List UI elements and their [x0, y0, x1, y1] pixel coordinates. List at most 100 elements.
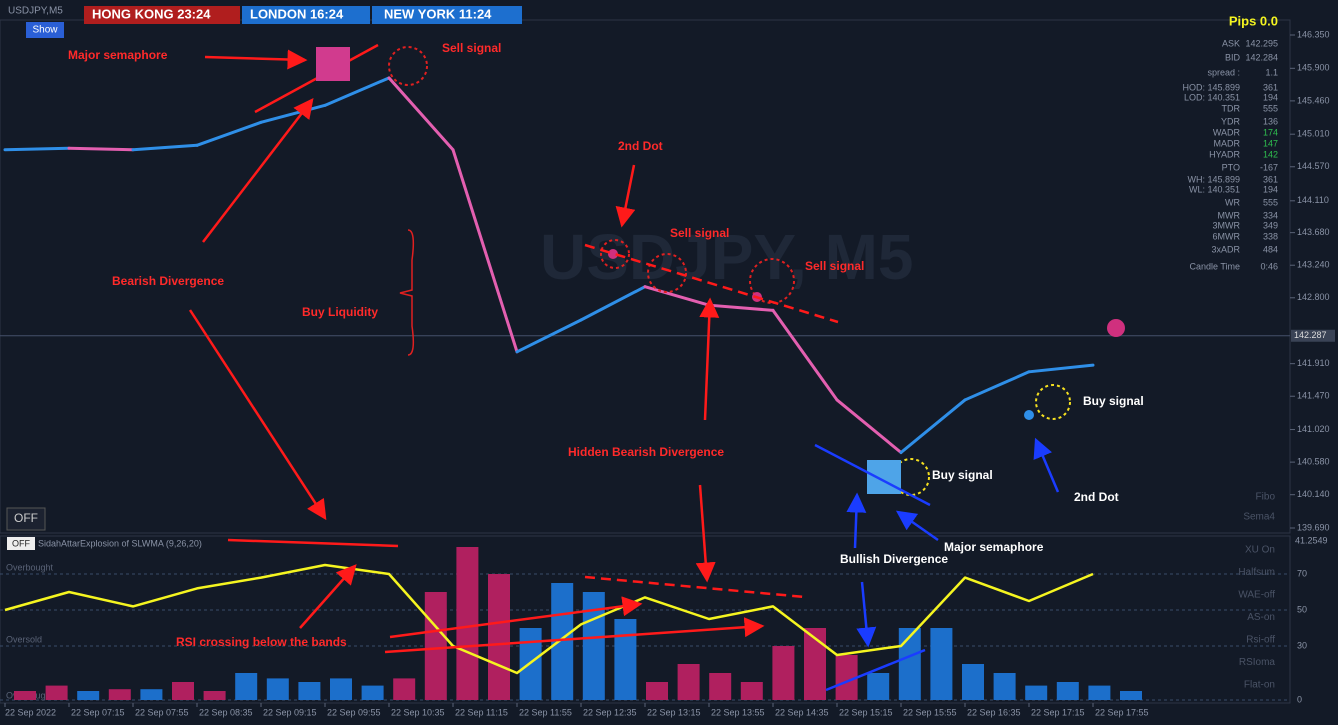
off-small-label[interactable]: OFF	[12, 538, 30, 548]
arrow	[846, 492, 867, 549]
info-value: 361	[1263, 174, 1278, 184]
x-tick-label: 22 Sep 17:55	[1095, 707, 1149, 717]
ma-segment	[67, 146, 135, 152]
y-tick-label: 70	[1297, 568, 1307, 578]
info-value: 147	[1263, 138, 1278, 148]
histogram-bar	[235, 673, 258, 700]
info-value: 136	[1263, 116, 1278, 126]
session: LONDON 16:24	[250, 6, 344, 21]
off-small[interactable]	[7, 537, 35, 550]
dot	[1107, 319, 1125, 337]
y-tick-label: 142.800	[1297, 292, 1330, 302]
histogram-bar	[677, 664, 700, 700]
tab	[84, 6, 240, 24]
annotation: Buy signal	[932, 468, 993, 482]
histogram-bar	[930, 628, 953, 700]
info-value: 142	[1263, 149, 1278, 159]
y-tick-label: 141.470	[1297, 391, 1330, 401]
histogram-bar	[962, 664, 984, 700]
histogram-bar	[1088, 685, 1111, 700]
trend-line	[584, 243, 839, 324]
info-label: LOD: 140.351	[1184, 92, 1240, 102]
info-label: MWR	[1218, 210, 1241, 220]
watermark: USDJPY, M5	[540, 221, 913, 293]
y-tick-label: 30	[1297, 640, 1307, 650]
x-tick-label: 22 Sep 09:55	[327, 707, 381, 717]
x-tick-label: 22 Sep 15:55	[903, 707, 957, 717]
y-tick-label: 143.680	[1297, 227, 1330, 237]
info-label: 3xADR	[1211, 244, 1240, 254]
osc-title: SidahAttarExplosion of SLWMA (9,26,20)	[38, 538, 202, 548]
arrow	[699, 297, 720, 421]
info-value: 142.295	[1245, 38, 1278, 48]
side-label: Halfsum	[1238, 567, 1275, 578]
ma-segment	[1027, 363, 1095, 374]
annotation: 2nd Dot	[1074, 490, 1119, 504]
histogram-bar	[1120, 691, 1142, 700]
off-button[interactable]	[6, 507, 46, 531]
x-tick-label: 22 Sep 12:35	[583, 707, 637, 717]
arrow	[895, 510, 939, 542]
off-label[interactable]: OFF	[14, 511, 38, 525]
dot	[1024, 410, 1034, 420]
signal-circle	[749, 258, 795, 304]
side-label: Fibo	[1256, 492, 1276, 503]
semaphore	[316, 47, 350, 81]
info-value: 1.1	[1265, 67, 1278, 77]
y-tick-label: 139.690	[1297, 522, 1330, 532]
x-tick-label: 22 Sep 09:15	[263, 707, 317, 717]
histogram-bar	[172, 682, 194, 700]
signal-circle	[1035, 384, 1071, 420]
side-label: Rsi-off	[1246, 635, 1275, 646]
histogram-bar	[582, 592, 605, 700]
show-button[interactable]	[26, 22, 64, 38]
show-label[interactable]: Show	[32, 25, 58, 36]
ma-segment	[835, 398, 903, 454]
info-label: spread :	[1207, 67, 1240, 77]
annotation: Sell signal	[805, 259, 864, 273]
osc-line	[4, 563, 1094, 675]
y-tick-label: 145.010	[1297, 129, 1330, 139]
x-tick-label: 22 Sep 15:15	[839, 707, 893, 717]
price-tag	[1291, 329, 1335, 342]
side-label: Flat-on	[1244, 680, 1275, 691]
histogram-bar	[1056, 682, 1079, 700]
dot	[608, 249, 618, 259]
trend-line	[814, 443, 931, 507]
ma-segment	[451, 148, 519, 354]
y-tick-label: 145.900	[1297, 63, 1330, 73]
arrow	[188, 309, 327, 521]
histogram-bar	[772, 646, 795, 700]
histogram-bar	[77, 691, 100, 700]
histogram-bar	[203, 691, 226, 700]
histogram-bar	[330, 678, 352, 700]
annotation: Major semaphore	[68, 48, 168, 62]
histogram-bar	[646, 682, 668, 700]
info-value: 174	[1263, 127, 1278, 137]
x-tick-label: 22 Sep 16:35	[967, 707, 1021, 717]
arrow	[384, 617, 765, 654]
info-label: 3MWR	[1213, 220, 1241, 230]
info-label: WADR	[1213, 127, 1241, 137]
ma-segment	[259, 103, 327, 124]
y-tick-label: 144.110	[1297, 195, 1329, 205]
ma-segment	[515, 318, 583, 354]
arrow	[299, 564, 357, 629]
histogram-bar	[804, 628, 826, 700]
ma-segment	[3, 146, 71, 152]
info-label: HYADR	[1209, 149, 1240, 159]
x-tick-label: 22 Sep 13:15	[647, 707, 701, 717]
signal-circle	[647, 253, 687, 293]
pips: Pips 0.0	[1229, 13, 1278, 28]
ma-segment	[643, 285, 711, 307]
x-tick-label: 22 Sep 13:55	[711, 707, 765, 717]
ma-segment	[131, 143, 199, 152]
info-value: 361	[1263, 82, 1278, 92]
side-label: AS-on	[1247, 612, 1275, 623]
session: HONG KONG 23:24	[92, 6, 211, 21]
y-tick-label: 50	[1297, 604, 1307, 614]
ma-segment	[387, 76, 455, 152]
y-tick-label: 146.350	[1297, 29, 1330, 39]
annotation: 2nd Dot	[618, 139, 663, 153]
